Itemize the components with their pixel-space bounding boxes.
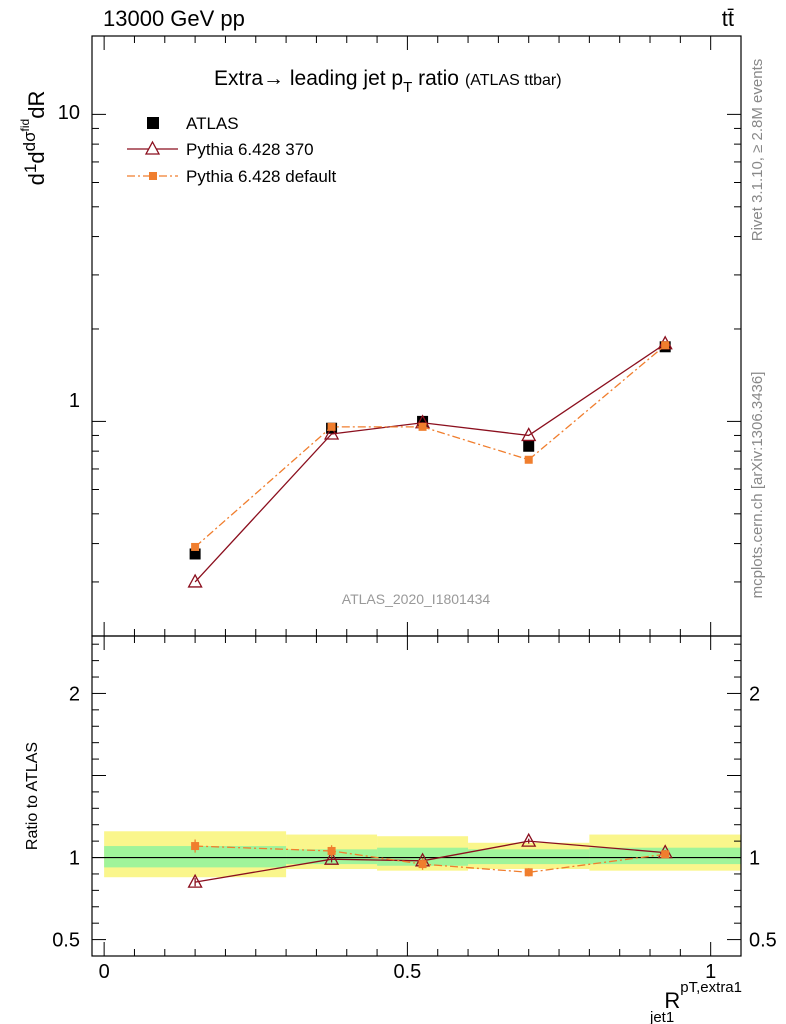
series-line-1 — [194, 343, 666, 583]
legend-marker-atlas — [147, 117, 159, 129]
main-ticks — [92, 36, 741, 637]
ratio-pythia-default-point — [327, 846, 336, 855]
legend-marker-pythia370 — [144, 140, 161, 155]
main-series — [187, 335, 673, 588]
energy-label: 13000 GeV pp — [103, 6, 245, 31]
ratio-pythia-default-point — [524, 868, 533, 877]
ratio-pythia370-point — [323, 850, 340, 865]
ratio-panel: 0.5 1 2 0.5 1 2 Ratio to ATLAS 0 0.5 1 R… — [24, 635, 777, 1024]
ratio-y-tick-label-1-left: 1 — [69, 848, 80, 870]
legend-label-atlas: ATLAS — [186, 114, 239, 133]
main-y-axis-text: d1ddσfiddR — [18, 91, 49, 186]
pythia-default-point — [191, 542, 200, 551]
atlas-point — [189, 548, 201, 560]
x-tick-label-0.5: 0.5 — [393, 961, 421, 983]
main-y-axis-label: d1ddσfiddR — [18, 91, 49, 186]
process-label: tt̄ — [722, 6, 734, 31]
ratio-y-tick-label-0.5-right: 0.5 — [749, 930, 777, 952]
ratio-inner-band — [468, 849, 590, 865]
legend-marker-pythia-default — [149, 172, 157, 180]
ratio-y-tick-label-1-right: 1 — [749, 848, 760, 870]
y-tick-label-1: 1 — [69, 390, 80, 412]
pythia-default-point — [327, 422, 336, 431]
ratio-pythia370-point — [187, 873, 203, 888]
ratio-pythia-default-point — [191, 842, 200, 851]
legend: ATLAS Pythia 6.428 370 Pythia 6.428 defa… — [127, 114, 337, 186]
ratio-bands — [104, 831, 741, 878]
ratio-pythia-default-point — [418, 860, 427, 869]
pythia370-point — [521, 427, 537, 442]
ratio-pythia-default-point — [661, 850, 670, 859]
chart-title: Extra→ leading jet pT ratio (ATLAS ttbar) — [214, 67, 562, 96]
ratio-y-axis-label: Ratio to ATLAS — [24, 742, 41, 850]
ratio-pythia370-point — [521, 832, 537, 847]
y-tick-label-10: 10 — [58, 102, 80, 124]
ratio-inner-band — [377, 847, 469, 866]
pythia370-point — [187, 573, 203, 588]
atlas-point — [523, 440, 535, 452]
mcplots-label: mcplots.cern.ch [arXiv:1306.3436] — [749, 372, 766, 599]
ratio-y-tick-label-0.5-left: 0.5 — [52, 930, 80, 952]
ratio-y-tick-label-2-right: 2 — [749, 683, 760, 705]
analysis-watermark: ATLAS_2020_I1801434 — [342, 591, 491, 607]
main-panel: 1 10 d1ddσfiddR Extra→ leading jet pT ra… — [18, 35, 742, 637]
legend-label-pythia370: Pythia 6.428 370 — [186, 140, 314, 159]
ratio-series — [187, 832, 673, 888]
x-tick-label-1: 1 — [705, 961, 716, 983]
rivet-label: Rivet 3.1.10, ≥ 2.8M events — [749, 59, 766, 242]
ratio-frame — [91, 635, 742, 957]
x-axis-label: RpT,extra1 jet1 — [649, 979, 742, 1024]
series-line-2 — [194, 344, 666, 548]
legend-label-pythia-default: Pythia 6.428 default — [186, 167, 337, 186]
pythia370-point — [323, 425, 340, 440]
pythia-default-point — [661, 341, 670, 350]
ratio-ticks — [92, 636, 741, 956]
pythia-default-point — [418, 422, 427, 431]
x-tick-label-0: 0 — [99, 961, 110, 983]
pythia-default-point — [524, 455, 533, 464]
atlas-point — [417, 415, 429, 427]
ratio-y-tick-label-2-left: 2 — [69, 683, 80, 705]
ratio-inner-band — [104, 846, 287, 868]
